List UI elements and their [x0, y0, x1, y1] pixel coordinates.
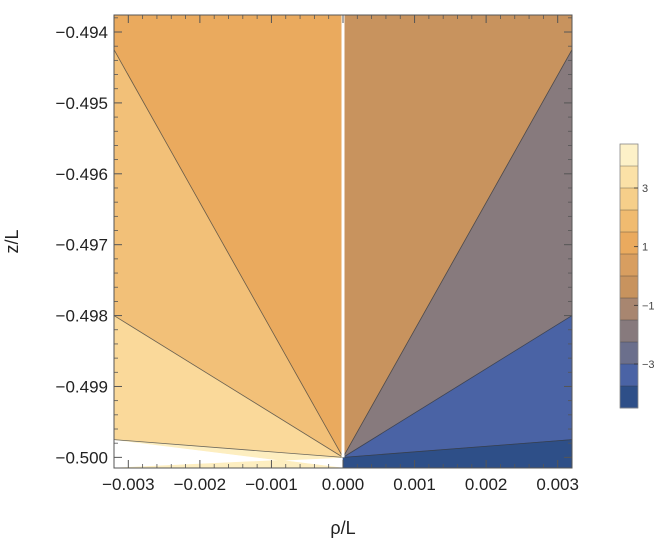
- colorbar-band: [620, 210, 638, 233]
- contour-lines: [113, 49, 573, 458]
- contour-line-5: [342, 439, 573, 458]
- colorbar-legend: 3 1 −1 −3: [619, 143, 655, 409]
- colorbar-band: [620, 232, 638, 255]
- colorbar-border: [619, 143, 639, 409]
- x-tick-label: 0.003: [536, 475, 579, 494]
- x-axis-label: ρ/L: [330, 518, 355, 538]
- colorbar-band: [620, 386, 638, 409]
- colorbar-band: [620, 298, 638, 321]
- colorbar-tick-label: −1: [642, 300, 655, 312]
- colorbar-tick-label: 1: [642, 242, 648, 254]
- y-tick-label: −0.497: [56, 236, 108, 255]
- y-tick-label: −0.500: [56, 448, 108, 467]
- y-axis: −0.494 −0.495 −0.496 −0.497 −0.498 −0.499 −0.5…: [56, 17, 572, 467]
- y-tick-label: −0.498: [56, 307, 108, 326]
- x-tick-label: −0.001: [245, 475, 297, 494]
- y-axis-label: z/L: [2, 229, 22, 253]
- y-tick-label: −0.499: [56, 377, 108, 396]
- contour-line-1: [113, 315, 344, 458]
- colorbar-band: [620, 188, 638, 211]
- x-axis: −0.003 −0.002 −0.001 0.000 0.001 0.002 0.003: [102, 15, 579, 494]
- contour-line-0: [113, 49, 344, 458]
- colorbar-tick-label: −3: [642, 359, 655, 371]
- contour-line-3: [342, 49, 573, 458]
- x-tick-label: 0.000: [322, 475, 365, 494]
- x-tick-label: −0.002: [174, 475, 226, 494]
- y-tick-label: −0.494: [56, 23, 108, 42]
- colorbar-band: [620, 254, 638, 277]
- colorbar-band: [620, 276, 638, 299]
- y-tick-label: −0.495: [56, 94, 108, 113]
- colorbar-tick-label: 3: [642, 183, 648, 195]
- contour-line-2: [113, 439, 344, 458]
- x-tick-label: −0.003: [102, 475, 154, 494]
- colorbar-band: [620, 364, 638, 387]
- y-tick-label: −0.496: [56, 165, 108, 184]
- colorbar-band: [620, 166, 638, 189]
- colorbar-band: [620, 342, 638, 365]
- x-tick-label: 0.002: [465, 475, 508, 494]
- colorbar-band: [620, 144, 638, 167]
- colorbar-band: [620, 320, 638, 343]
- contour-line-4: [342, 315, 573, 458]
- x-tick-label: 0.001: [393, 475, 436, 494]
